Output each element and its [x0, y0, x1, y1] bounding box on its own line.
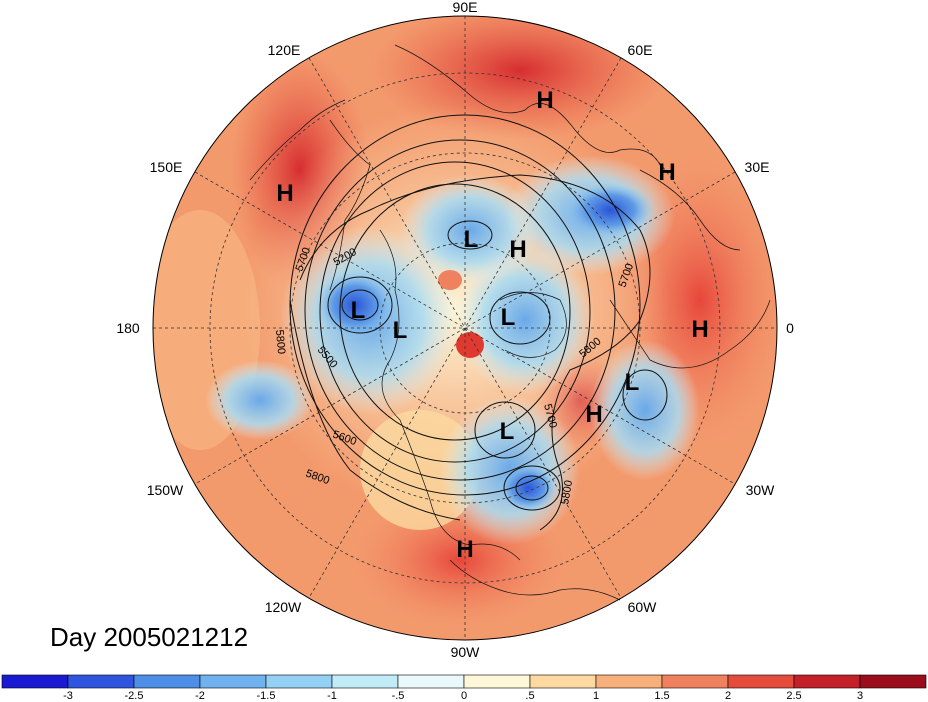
colorbar-swatch — [463, 674, 531, 689]
high-center: H — [658, 159, 675, 186]
pressure-centers: H H H H H H H L L L L L L — [276, 87, 708, 563]
colorbar-tick-label: -1.5 — [257, 690, 276, 702]
lon-label-120w: 120W — [265, 599, 302, 615]
map-boundary — [152, 15, 778, 641]
high-center: H — [276, 180, 293, 207]
lon-label-30w: 30W — [746, 482, 776, 498]
lon-label-60w: 60W — [628, 599, 658, 615]
colorbar-tick-label: .5 — [525, 690, 534, 702]
colorbar-swatch — [595, 674, 663, 689]
contour-label: 5800 — [273, 329, 287, 354]
longitude-labels: 90E 60E 30E 0 30W 60W 90W 120W 150W 180 … — [116, 0, 794, 660]
low-center: L — [501, 304, 516, 331]
colorbar-swatch — [859, 674, 927, 689]
lon-label-180: 180 — [116, 320, 140, 336]
lon-label-30e: 30E — [745, 159, 770, 175]
colorbar-swatch — [1, 674, 69, 689]
colorbar-tick-label: 2 — [725, 690, 731, 702]
high-center: H — [585, 401, 602, 428]
high-center: H — [536, 87, 553, 114]
colorbar-tick-label: -1 — [327, 690, 337, 702]
height-contours — [289, 114, 668, 531]
colorbar-tick-label: 2.5 — [786, 690, 801, 702]
low-center: L — [500, 418, 515, 445]
colorbar-swatch — [397, 674, 465, 689]
lon-label-0: 0 — [786, 320, 794, 336]
high-center: H — [691, 316, 708, 343]
low-center: L — [464, 226, 479, 253]
day-title: Day 2005021212 — [50, 622, 248, 652]
colorbar-swatch — [265, 674, 333, 689]
lon-label-90w: 90W — [451, 644, 481, 660]
low-center: L — [625, 369, 640, 396]
colorbar-tick-label: 1.5 — [654, 690, 669, 702]
lon-label-90e: 90E — [453, 0, 478, 15]
lon-label-150w: 150W — [147, 482, 184, 498]
high-center: H — [456, 536, 473, 563]
coastlines — [249, 44, 771, 601]
colorbar-swatch — [793, 674, 861, 689]
lon-label-120e: 120E — [268, 42, 301, 58]
contour-label: 5800 — [559, 479, 575, 505]
colorbar-swatch — [661, 674, 729, 689]
colorbar-swatch — [67, 674, 135, 689]
lon-label-60e: 60E — [628, 42, 653, 58]
colorbar-swatch — [529, 674, 597, 689]
anomaly-shading — [153, 16, 777, 640]
colorbar-tick-label: -3 — [63, 690, 73, 702]
colorbar-tick-label: -.5 — [392, 690, 405, 702]
colorbar: -3 -2.5 -2 -1.5 -1 -.5 0 .5 1 1.5 2 2.5 3 — [1, 674, 927, 702]
colorbar-tick-label: -2 — [195, 690, 205, 702]
colorbar-tick-label: -2.5 — [125, 690, 144, 702]
colorbar-swatch — [727, 674, 795, 689]
lon-label-150e: 150E — [150, 159, 183, 175]
colorbar-swatch — [199, 674, 267, 689]
low-center: L — [393, 317, 408, 344]
graticule — [153, 16, 777, 640]
colorbar-tick-label: 0 — [461, 690, 467, 702]
colorbar-tick-label: 1 — [593, 690, 599, 702]
low-center: L — [351, 297, 366, 324]
high-center: H — [509, 236, 526, 263]
colorbar-tick-label: 3 — [857, 690, 863, 702]
colorbar-swatch — [331, 674, 399, 689]
colorbar-swatch — [133, 674, 201, 689]
